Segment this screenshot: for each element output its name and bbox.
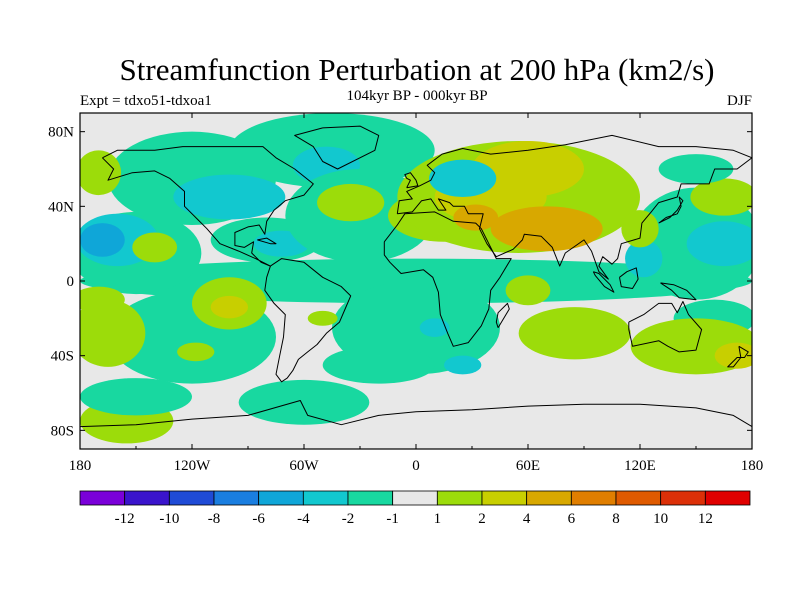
y-tick-label: 0: [67, 274, 75, 290]
colorbar-swatch: [392, 490, 438, 506]
colorbar-swatch: [302, 490, 349, 506]
x-tick-label: 180: [741, 458, 764, 474]
colorbar-swatch: [660, 490, 706, 506]
colorbar-label: 6: [568, 511, 576, 527]
field-region: [80, 299, 146, 367]
field-region: [505, 275, 551, 306]
field-region: [429, 159, 497, 197]
uk-outline: [404, 172, 419, 189]
colorbar-swatch: [570, 490, 617, 506]
colorbar-label: 1: [434, 511, 442, 527]
colorbar-swatch: [481, 490, 528, 506]
colorbar-label: -4: [297, 511, 310, 527]
field-region: [686, 221, 752, 267]
colorbar-swatch: [615, 490, 662, 506]
field-region: [177, 342, 215, 362]
new-guinea-outline: [660, 282, 697, 301]
x-tick-label: 60W: [289, 458, 319, 474]
field-region: [472, 141, 584, 197]
sumatra-outline: [592, 271, 615, 293]
field-region: [307, 310, 338, 326]
colorbar-label: -8: [208, 511, 221, 527]
field-region: [621, 210, 659, 248]
colorbar-label: -6: [252, 511, 265, 527]
colorbar-label: 4: [523, 511, 531, 527]
colorbar-label: -2: [342, 511, 355, 527]
y-tick-label: 80S: [51, 423, 74, 439]
coastlines: [80, 125, 752, 428]
madagascar-outline: [495, 302, 510, 328]
colorbar-swatch: [213, 490, 260, 506]
chart-title: Streamfunction Perturbation at 200 hPa (…: [119, 52, 715, 87]
period-label: 104kyr BP - 000kyr BP: [346, 88, 488, 104]
north-america-outline: [102, 146, 314, 267]
y-tick-label: 40S: [51, 349, 74, 365]
x-tick-label: 120W: [174, 458, 212, 474]
colorbar-swatch: [124, 490, 170, 506]
colorbar-swatch: [79, 490, 126, 506]
colorbar-label: 8: [612, 511, 620, 527]
field-region: [210, 295, 248, 319]
field-region: [625, 239, 663, 278]
colorbar-label: -10: [159, 511, 179, 527]
streamfunction-field: [80, 113, 752, 444]
colorbar-label: -1: [386, 511, 399, 527]
field-region: [518, 307, 631, 360]
x-tick-label: 180: [69, 458, 92, 474]
field-region: [80, 150, 122, 196]
experiment-label: Expt = tdxo51-tdxoa1: [80, 93, 212, 109]
greenland-outline: [294, 125, 380, 170]
field-region: [490, 206, 603, 252]
field-region: [658, 154, 734, 184]
field-region: [317, 183, 385, 222]
colorbar-swatch: [347, 490, 394, 506]
field-region: [322, 346, 435, 384]
field-region: [173, 174, 286, 220]
x-tick-label: 120E: [624, 458, 656, 474]
antarctica-outline: [80, 400, 752, 428]
x-tick-label: 60E: [516, 458, 540, 474]
colorbar: -12 -10 -8 -6 -4 -2 -1 1 2 4 6 8 10 12: [79, 490, 751, 527]
cuba-outline: [257, 237, 277, 245]
new-zealand-outline: [727, 345, 749, 368]
field-region: [690, 178, 752, 216]
australia-outline: [628, 301, 703, 353]
colorbar-label: 12: [698, 511, 713, 527]
colorbar-label: -12: [115, 511, 135, 527]
season-label: DJF: [726, 93, 752, 109]
field-region: [419, 318, 450, 337]
field-region: [444, 355, 482, 375]
y-tick-label: 40N: [48, 199, 74, 215]
x-axis: 180 120W 60W 0 60E 120E 180: [69, 113, 764, 474]
y-tick-label: 80N: [48, 125, 74, 141]
south-america-outline: [264, 258, 352, 383]
borneo-outline: [619, 267, 639, 289]
colorbar-label: 2: [478, 511, 486, 527]
eurasia-outline: [396, 134, 752, 280]
field-region: [80, 378, 192, 416]
field-region: [714, 342, 752, 369]
colorbar-swatch: [526, 490, 572, 506]
colorbar-swatch: [258, 490, 304, 506]
field-region: [132, 232, 178, 263]
colorbar-label: 10: [653, 511, 668, 527]
field-region: [238, 379, 370, 425]
field-region: [453, 204, 499, 231]
africa-outline: [383, 211, 512, 347]
x-tick-label: 0: [412, 458, 420, 474]
colorbar-swatch: [168, 490, 215, 506]
colorbar-swatch: [436, 490, 483, 506]
field-region: [80, 286, 125, 313]
colorbar-swatch: [704, 490, 751, 506]
y-axis: 80N 40N 0 40S 80S: [48, 125, 752, 439]
japan-outline: [658, 196, 684, 224]
field-region: [80, 223, 125, 257]
